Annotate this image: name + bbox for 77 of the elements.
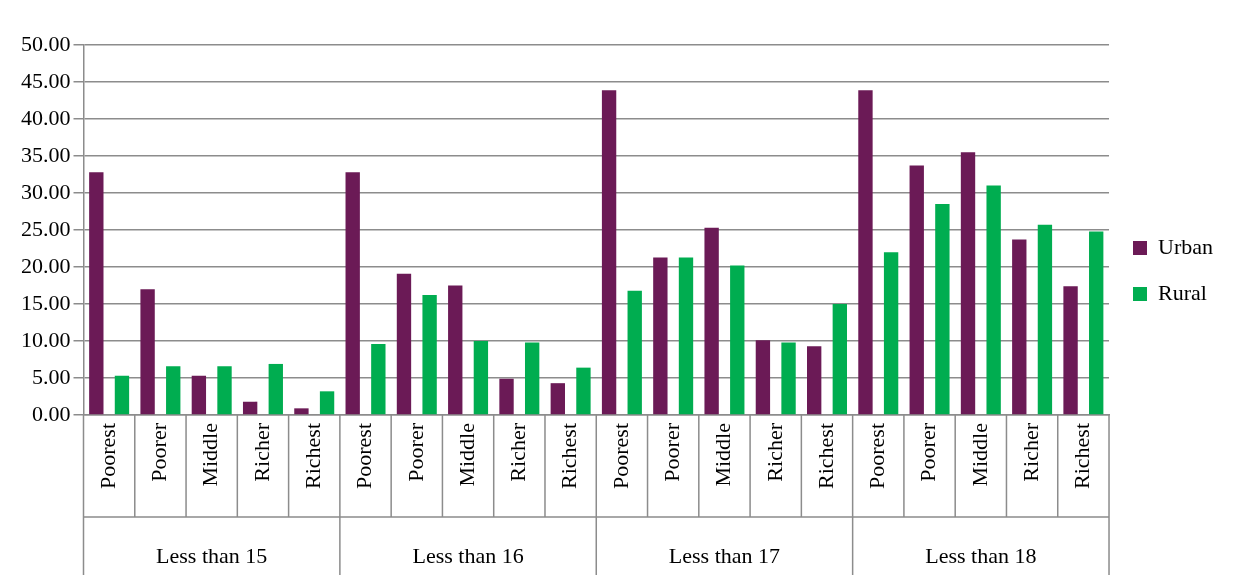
bar [627,290,642,415]
bar [89,172,104,415]
bar [166,366,181,415]
bar [730,265,745,415]
bar [576,367,591,415]
x-tick-label: Poorer [658,422,684,482]
bar [883,252,899,415]
x-tick-label: Poorer [146,422,172,482]
x-tick-label: Richest [300,423,326,489]
x-tick-label: Richer [248,422,274,482]
legend-label: Rural [1158,279,1207,305]
x-tick-label: Richer [505,422,531,482]
bar [704,227,719,415]
bar [422,295,437,415]
bar [191,375,207,415]
bar [242,401,258,415]
bar [832,304,847,415]
bar [550,383,565,415]
text: Less than 15 [156,542,268,568]
x-tick-label: Richer [1017,422,1043,482]
text: Less than 16 [412,542,524,568]
y-tick-label: 0.00 [32,400,71,426]
bar [1063,286,1078,415]
bar [909,165,924,415]
y-tick-label: 25.00 [21,215,71,241]
bar [858,90,873,415]
bar [371,343,386,415]
x-tick-label: Middle [197,423,223,487]
bar [935,204,950,415]
bar [448,285,463,415]
bar [755,340,771,415]
x-tick-label: Middle [966,423,992,487]
bar [396,273,412,415]
bar [653,257,668,415]
text: Less than 18 [925,542,1037,568]
text: Less than 17 [668,542,781,568]
y-tick-label: 10.00 [21,326,71,352]
bar [1089,231,1104,415]
bar [294,408,309,415]
bar [960,152,976,415]
x-tick-label: Poorer [915,422,941,482]
bar [268,363,283,415]
y-tick-label: 30.00 [21,178,71,204]
x-tick-label: Richest [556,423,582,489]
bar [1012,239,1027,415]
x-tick-label: Richest [1069,423,1095,489]
bar [140,289,155,415]
bar [986,185,1001,415]
x-tick-label: Middle [710,423,736,487]
x-tick-label: Richer [761,422,787,482]
y-tick-label: 45.00 [21,67,71,93]
bar [524,342,540,415]
y-tick-label: 50.00 [21,30,71,56]
y-tick-label: 15.00 [21,289,71,315]
bar [601,90,617,415]
bar [319,391,335,415]
y-tick-label: 40.00 [21,104,71,130]
x-tick-label: Poorest [351,423,377,489]
x-tick-label: Poorest [864,423,890,489]
bar [781,342,796,415]
y-tick-label: 5.00 [32,363,71,389]
x-tick-label: Poorest [607,423,633,489]
bar [217,366,232,415]
x-tick-label: Richest [812,423,838,489]
bar [345,172,360,415]
bar [473,341,489,415]
x-tick-label: Middle [453,423,479,487]
bar [807,346,822,415]
bar [499,378,514,415]
y-tick-label: 35.00 [21,141,71,167]
bar [1037,224,1053,415]
x-tick-label: Poorer [402,422,428,482]
y-tick-label: 20.00 [21,252,71,278]
legend-label: Urban [1158,233,1214,259]
bar [114,375,130,415]
x-tick-label: Poorest [94,423,120,489]
bar [678,257,694,415]
